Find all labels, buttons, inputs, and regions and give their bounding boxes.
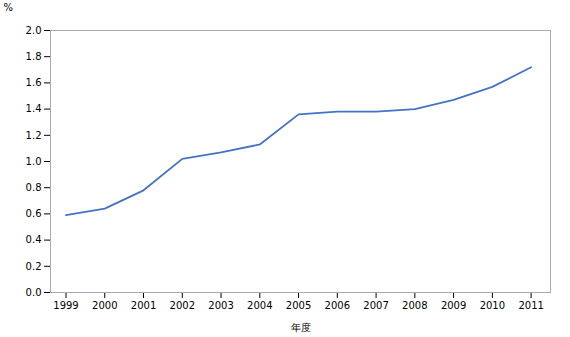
- svg-text:1.2: 1.2: [26, 130, 42, 141]
- svg-text:1.6: 1.6: [26, 77, 42, 88]
- svg-text:1.8: 1.8: [26, 51, 42, 62]
- svg-text:2007: 2007: [363, 300, 388, 311]
- svg-text:1.0: 1.0: [26, 156, 42, 167]
- svg-text:2.0: 2.0: [26, 25, 42, 36]
- svg-text:0.8: 0.8: [26, 182, 42, 193]
- svg-text:2005: 2005: [286, 300, 311, 311]
- svg-text:1.4: 1.4: [26, 103, 42, 114]
- svg-text:0.2: 0.2: [26, 261, 42, 272]
- svg-text:2002: 2002: [170, 300, 195, 311]
- svg-text:2001: 2001: [131, 300, 156, 311]
- svg-text:2009: 2009: [441, 300, 466, 311]
- svg-text:0.6: 0.6: [26, 208, 42, 219]
- svg-text:0.0: 0.0: [26, 287, 42, 298]
- svg-text:1999: 1999: [53, 300, 78, 311]
- svg-text:2010: 2010: [480, 300, 505, 311]
- svg-text:2003: 2003: [208, 300, 233, 311]
- svg-text:年度: 年度: [291, 322, 311, 333]
- svg-text:2011: 2011: [518, 300, 543, 311]
- svg-text:2004: 2004: [247, 300, 272, 311]
- svg-text:2006: 2006: [325, 300, 350, 311]
- svg-text:2000: 2000: [92, 300, 117, 311]
- svg-text:2008: 2008: [402, 300, 427, 311]
- svg-text:%: %: [4, 2, 14, 13]
- svg-text:0.4: 0.4: [26, 234, 42, 245]
